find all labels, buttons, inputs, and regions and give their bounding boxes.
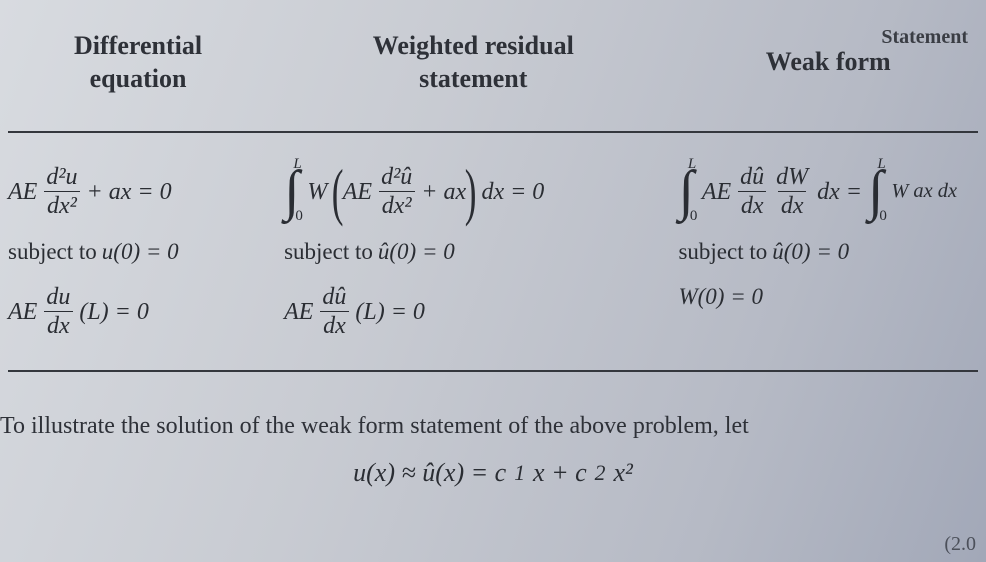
col1-bc2-tail: (L) = 0 [79, 300, 149, 324]
col2-AE: AE [343, 180, 372, 204]
rule-top [8, 131, 978, 133]
approx-equation: u(x) ≈ û(x) = c 1 x + c 2 x² [0, 458, 986, 488]
col2-bc1-body: û(0) = 0 [378, 240, 455, 263]
col1-header-l2: equation [90, 64, 187, 93]
col1-bc2-num: du [43, 285, 73, 311]
col2-int-lo: 0 [295, 209, 303, 224]
col3-header-text: Weak form [766, 47, 891, 76]
col1-bc1-body: u(0) = 0 [102, 240, 179, 263]
equation-number: (2.0 [944, 533, 976, 556]
col1-bc1: subject to u(0) = 0 [8, 240, 268, 263]
col2-header: Weighted residual statement [276, 22, 670, 109]
col2-bc2-den: dx [320, 311, 349, 338]
col2-W: W [307, 180, 327, 204]
col1-bc1-prefix: subject to [8, 240, 97, 263]
col3-AE: AE [702, 180, 731, 204]
table-header-row: Differential equation Weighted residual … [0, 22, 986, 109]
col2-bc2-AE: AE [284, 300, 313, 324]
col2-bc1: subject to û(0) = 0 [284, 240, 662, 263]
col2-bc2-frac: dû dx [319, 285, 349, 338]
col2-paren: ( AE d²û dx² + ax ) [333, 165, 475, 218]
col1-header-l1: Differential [74, 31, 202, 60]
col2-frac-den: dx² [379, 191, 415, 218]
col3-rhs-body: W ax dx [891, 181, 957, 201]
col1-header: Differential equation [0, 22, 276, 109]
col2-bc2: AE dû dx (L) = 0 [284, 285, 662, 338]
col3-f1-den: dx [738, 191, 767, 218]
col3-f1-num: dû [737, 165, 767, 191]
col3-bc1: subject to û(0) = 0 [678, 240, 978, 263]
col3-bc1-body: û(0) = 0 [772, 240, 849, 263]
prose-paragraph: To illustrate the solution of the weak f… [0, 382, 986, 444]
col3-rhs-int-up: L [877, 157, 885, 172]
col2-bc2-num: dû [319, 285, 349, 311]
col3-int-lo: 0 [690, 209, 698, 224]
col2-dxeq0: dx = 0 [481, 180, 544, 204]
col3-bc2-body: W(0) = 0 [678, 285, 763, 308]
col1-frac: d²u dx² [43, 165, 80, 218]
table-body-row: AE d²u dx² + ax = 0 subject to u(0) = 0 … [0, 143, 986, 348]
col3-bc1-prefix: subject to [678, 240, 767, 263]
col2-bc1-prefix: subject to [284, 240, 373, 263]
col1-bc2-AE: AE [8, 300, 37, 324]
col1-cell: AE d²u dx² + ax = 0 subject to u(0) = 0 … [0, 143, 276, 348]
col2-header-l2: statement [419, 64, 527, 93]
col3-cell: ∫ L 0 AE dû dx dW [670, 143, 986, 348]
col3-weak-eq: ∫ L 0 AE dû dx dW [678, 165, 978, 218]
col3-integral-rhs: ∫ L 0 [868, 169, 885, 214]
col1-bc2-frac: du dx [43, 285, 73, 338]
col1-frac-num: d²u [43, 165, 80, 191]
col2-plusax: + ax [421, 180, 466, 204]
col3-integral-lhs: ∫ L 0 [678, 169, 695, 214]
col1-bc2-den: dx [44, 311, 73, 338]
col2-int-up: L [293, 157, 301, 172]
formulation-table: Differential equation Weighted residual … [0, 22, 986, 382]
col3-f2-num: dW [773, 165, 811, 191]
col1-frac-den: dx² [44, 191, 80, 218]
approx-tail: x² [614, 458, 633, 488]
col3-bc2: W(0) = 0 [678, 285, 978, 308]
col2-header-l1: Weighted residual [373, 31, 574, 60]
prose-line: To illustrate the solution of the weak f… [0, 413, 749, 439]
col3-rhs-int-lo: 0 [879, 209, 887, 224]
col2-governing-eq: ∫ L 0 W ( AE d²û [284, 165, 662, 218]
approx-lhs: u(x) ≈ û(x) = c [353, 458, 506, 488]
col1-rest: + ax = 0 [87, 180, 172, 204]
col1-bc2: AE du dx (L) = 0 [8, 285, 268, 338]
col3-dxeq: dx = [817, 180, 862, 204]
col2-bc2-tail: (L) = 0 [355, 300, 425, 324]
rule-bottom [8, 370, 978, 372]
approx-mid: x + c [533, 458, 587, 488]
col2-frac: d²û dx² [378, 165, 415, 218]
col2-cell: ∫ L 0 W ( AE d²û [276, 143, 670, 348]
header-cutoff-text: Statement [881, 26, 968, 49]
col2-frac-num: d²û [378, 165, 415, 191]
col2-integral: ∫ L 0 [284, 169, 301, 214]
col3-f2-den: dx [778, 191, 807, 218]
col3-frac2: dW dx [773, 165, 811, 218]
col1-AE: AE [8, 180, 37, 204]
approx-c2sub: 2 [595, 461, 606, 486]
col3-frac1: dû dx [737, 165, 767, 218]
approx-c1sub: 1 [514, 461, 525, 486]
col1-governing-eq: AE d²u dx² + ax = 0 [8, 165, 268, 218]
col3-int-up: L [688, 157, 696, 172]
